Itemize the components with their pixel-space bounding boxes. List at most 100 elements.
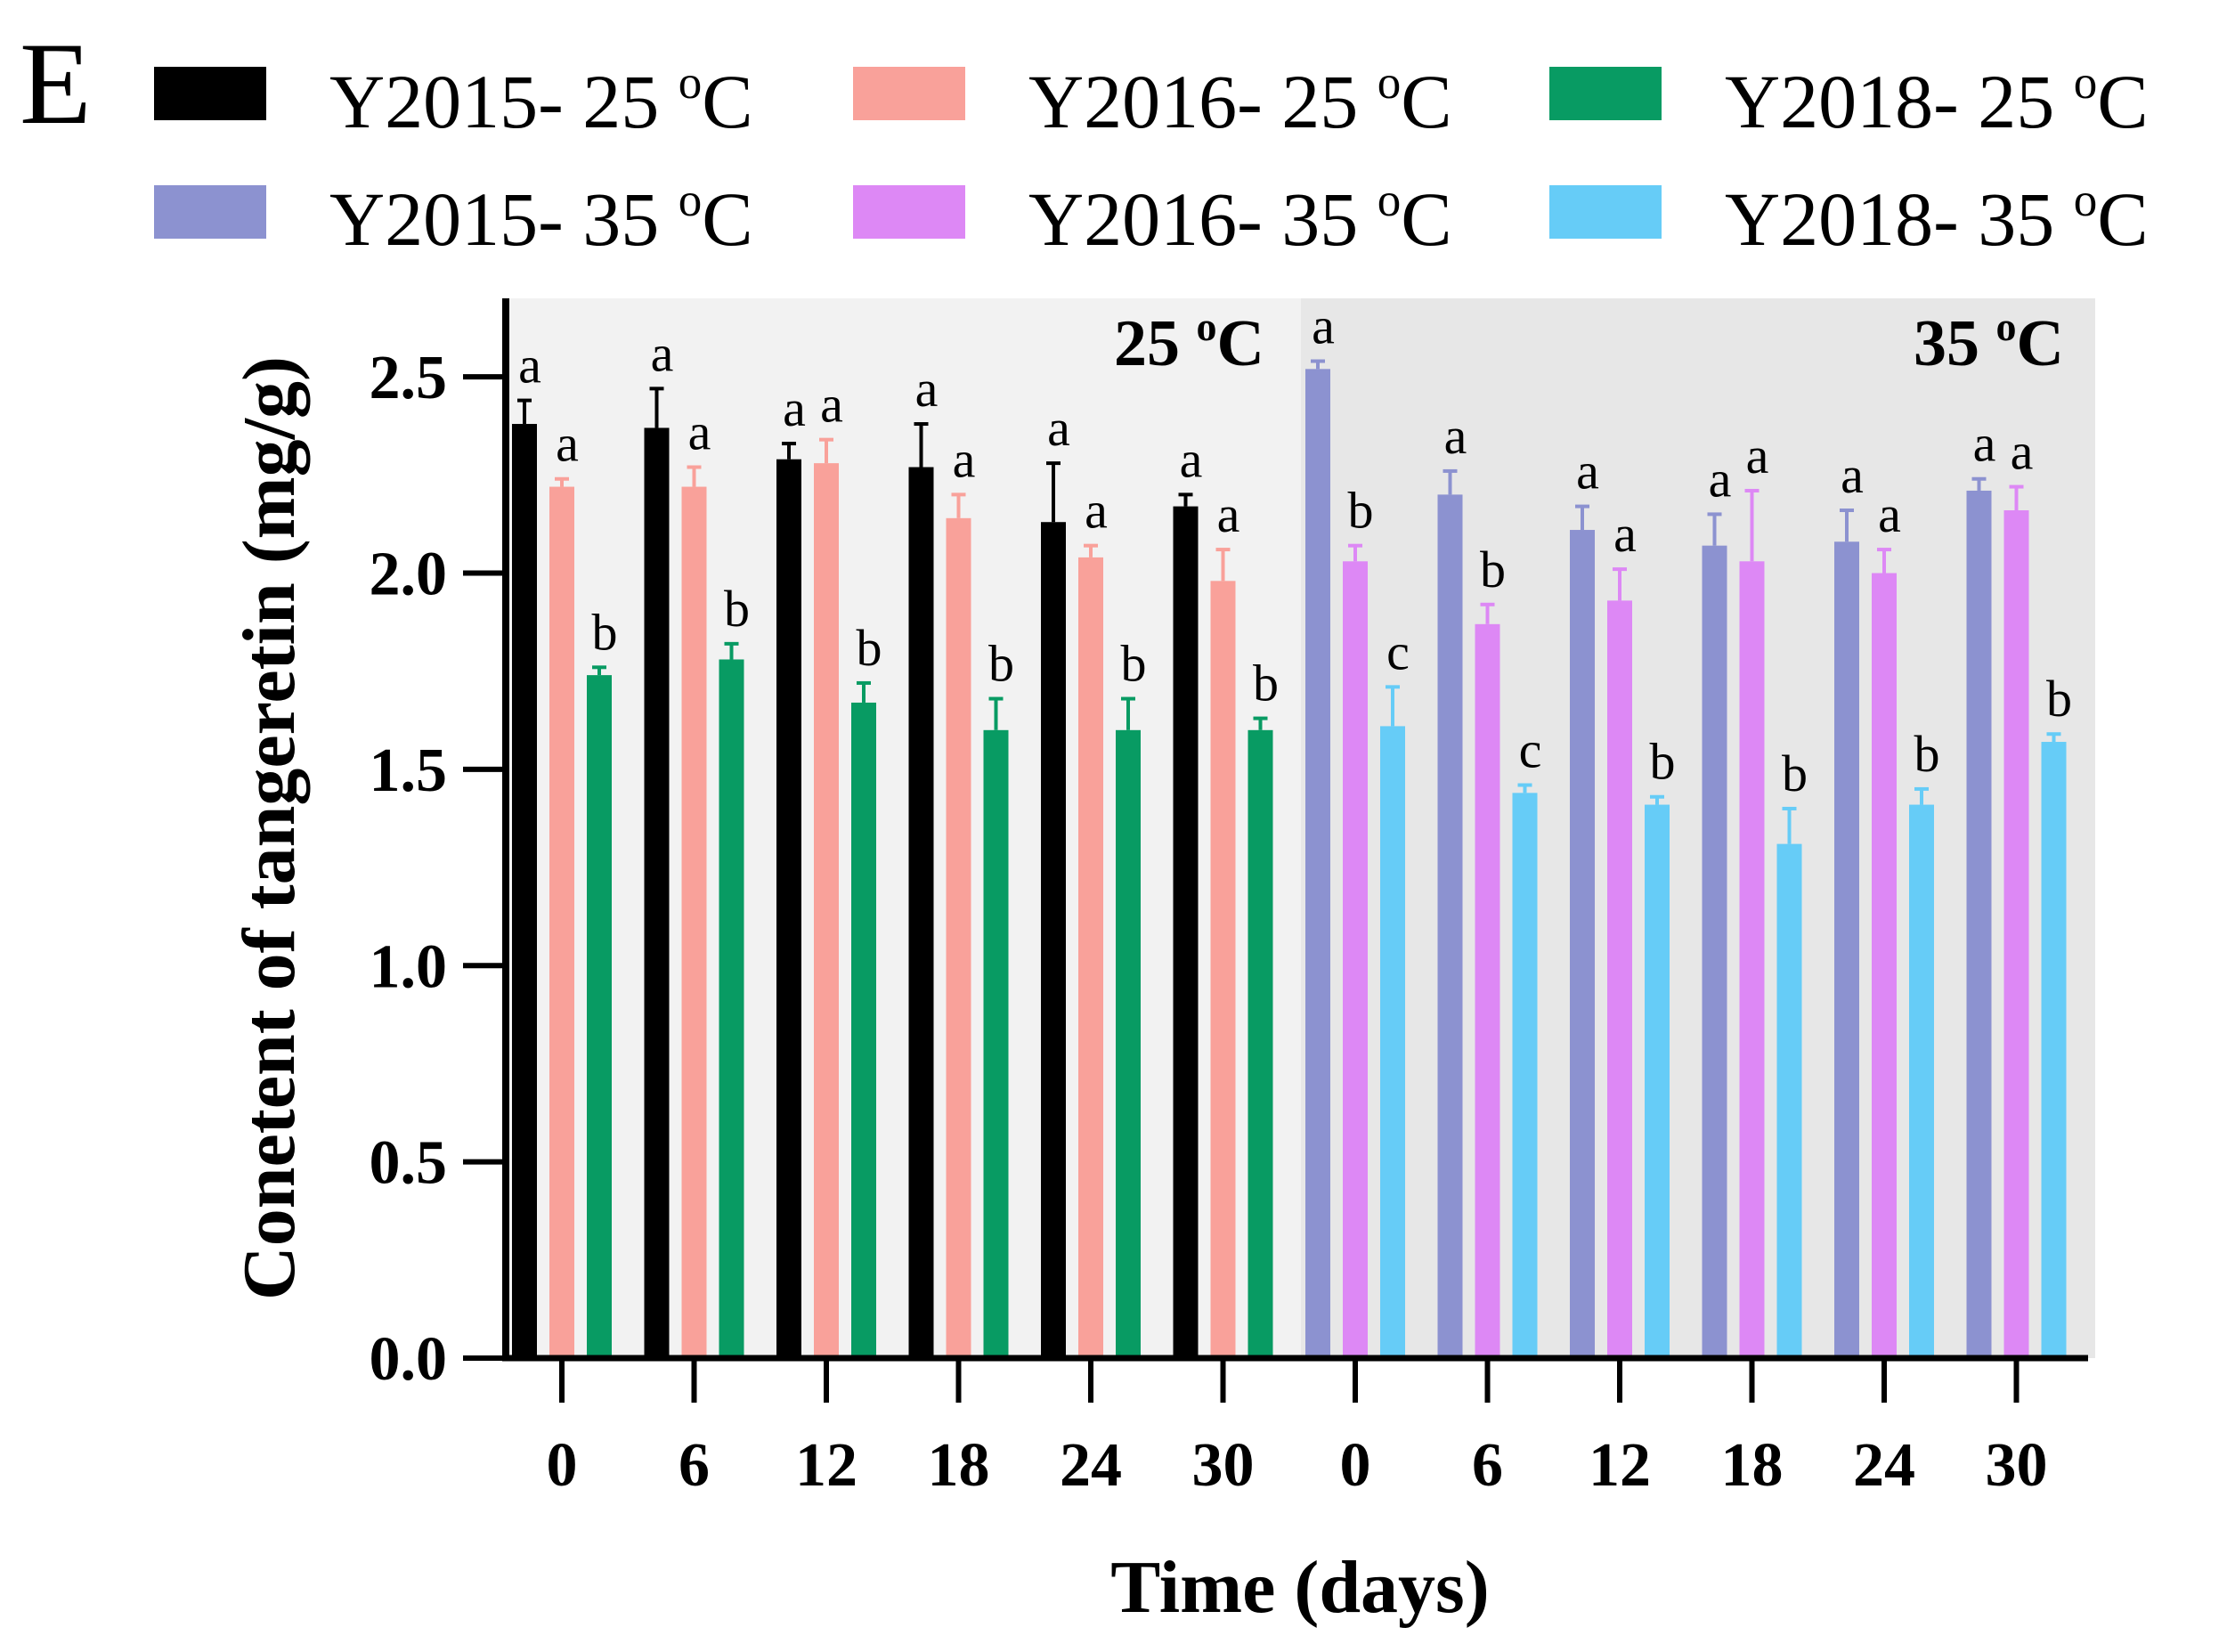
bar [512,424,537,1358]
y-axis-ticks: 0.0 0.5 1.0 1.5 2.0 2.5 [370,344,506,1394]
significance-letter: b [1650,733,1676,791]
significance-letter: a [1180,430,1203,488]
significance-letter: b [592,603,618,661]
x-axis-title: Time (days) [1110,1546,1489,1629]
y-tick-label: 1.5 [370,736,448,805]
bar [1872,573,1897,1358]
significance-letter: b [2046,670,2072,728]
significance-letter: a [953,430,976,488]
significance-letter: a [1746,427,1769,484]
panel-condition-label-25c: 25 oC [1114,304,1264,380]
legend-label: Y2018- 35 oC [1725,175,2149,262]
bar [1380,726,1405,1358]
x-tick-label: 30 [1192,1431,1255,1500]
significance-letter: a [1444,407,1467,465]
significance-letter: a [1613,505,1637,563]
x-tick-label: 30 [1986,1431,2048,1500]
significance-letter: a [915,360,939,418]
panel-label: E [20,18,92,149]
bar [946,517,971,1358]
legend-label: Y2016- 35 oC [1028,175,1452,262]
bar [1173,506,1199,1358]
bar [1305,369,1330,1358]
significance-letter: c [1386,623,1410,680]
significance-letter: a [1312,297,1335,355]
bar [1475,623,1500,1358]
bar [2041,742,2067,1358]
bar [719,659,744,1358]
legend-swatch [853,67,965,120]
bar [1437,494,1463,1358]
bar [644,427,670,1358]
bar [851,702,876,1358]
legend-swatch [154,185,266,239]
significance-letter: b [1914,725,1940,783]
x-tick-label: 24 [1853,1431,1915,1500]
bar [1645,804,1670,1358]
bar [1343,561,1368,1358]
legend-label: Y2015- 25 oC [329,57,753,144]
x-tick-label: 6 [1472,1431,1503,1500]
bar [1776,843,1802,1358]
bar [1512,793,1538,1358]
significance-letter: b [988,635,1014,693]
bar [1041,522,1066,1358]
panel-background-25c [506,298,1301,1358]
bar [1570,530,1595,1358]
bar [1834,541,1859,1358]
bar [1702,545,1727,1358]
legend-swatch [1549,67,1662,120]
bar [776,459,801,1358]
significance-letter: b [1782,745,1808,802]
x-tick-label: 12 [795,1431,857,1500]
legend-swatch [1549,185,1662,239]
x-tick-label: 6 [679,1431,710,1500]
bar [1116,729,1141,1358]
y-tick-label: 1.0 [370,932,448,1001]
x-tick-label: 24 [1060,1431,1122,1500]
legend-label: Y2015- 35 oC [329,175,753,262]
bar [1607,600,1632,1358]
bar [1909,804,1934,1358]
legend-label: Y2018- 25 oC [1725,57,2149,144]
x-axis-ticks: 0 6 12 18 24 30 0 6 12 18 24 30 [547,1358,2048,1500]
x-tick-label: 0 [547,1431,578,1500]
significance-letter: a [783,379,806,437]
bar [1739,561,1765,1358]
significance-letter: b [724,580,750,638]
significance-letter: a [1973,415,1996,473]
significance-letter: a [1047,399,1070,457]
legend: Y2015- 25 oC Y2016- 25 oC Y2018- 25 oC Y201… [154,57,2149,262]
bar [549,486,574,1358]
significance-letter: a [820,376,843,434]
significance-letter: a [1709,450,1732,508]
bar [1078,557,1103,1358]
x-tick-label: 18 [1721,1431,1784,1500]
significance-letter: a [1085,482,1108,540]
significance-letter: a [2011,423,2034,481]
significance-letter: a [556,415,579,473]
y-tick-label: 0.5 [370,1129,448,1198]
legend-swatch [154,67,266,120]
bar [1966,490,1992,1358]
significance-letter: a [1878,485,1901,543]
significance-letter: b [857,619,882,677]
bar [908,467,934,1358]
legend-label: Y2016- 25 oC [1028,57,1452,144]
x-tick-label: 0 [1340,1431,1371,1500]
x-tick-label: 18 [928,1431,990,1500]
significance-letter: a [1841,446,1864,504]
y-axis-title: Conetent of tangeretin (mg/g) [228,356,311,1300]
bar [983,729,1009,1358]
x-tick-label: 12 [1589,1431,1651,1500]
bar [2003,510,2029,1358]
panel-background-35c [1301,298,2095,1358]
significance-letter: b [1348,482,1374,540]
bar [587,675,612,1358]
significance-letter: a [1217,485,1240,543]
significance-letter: b [1253,655,1279,712]
significance-letter: a [518,337,541,395]
significance-letter: b [1480,541,1506,598]
